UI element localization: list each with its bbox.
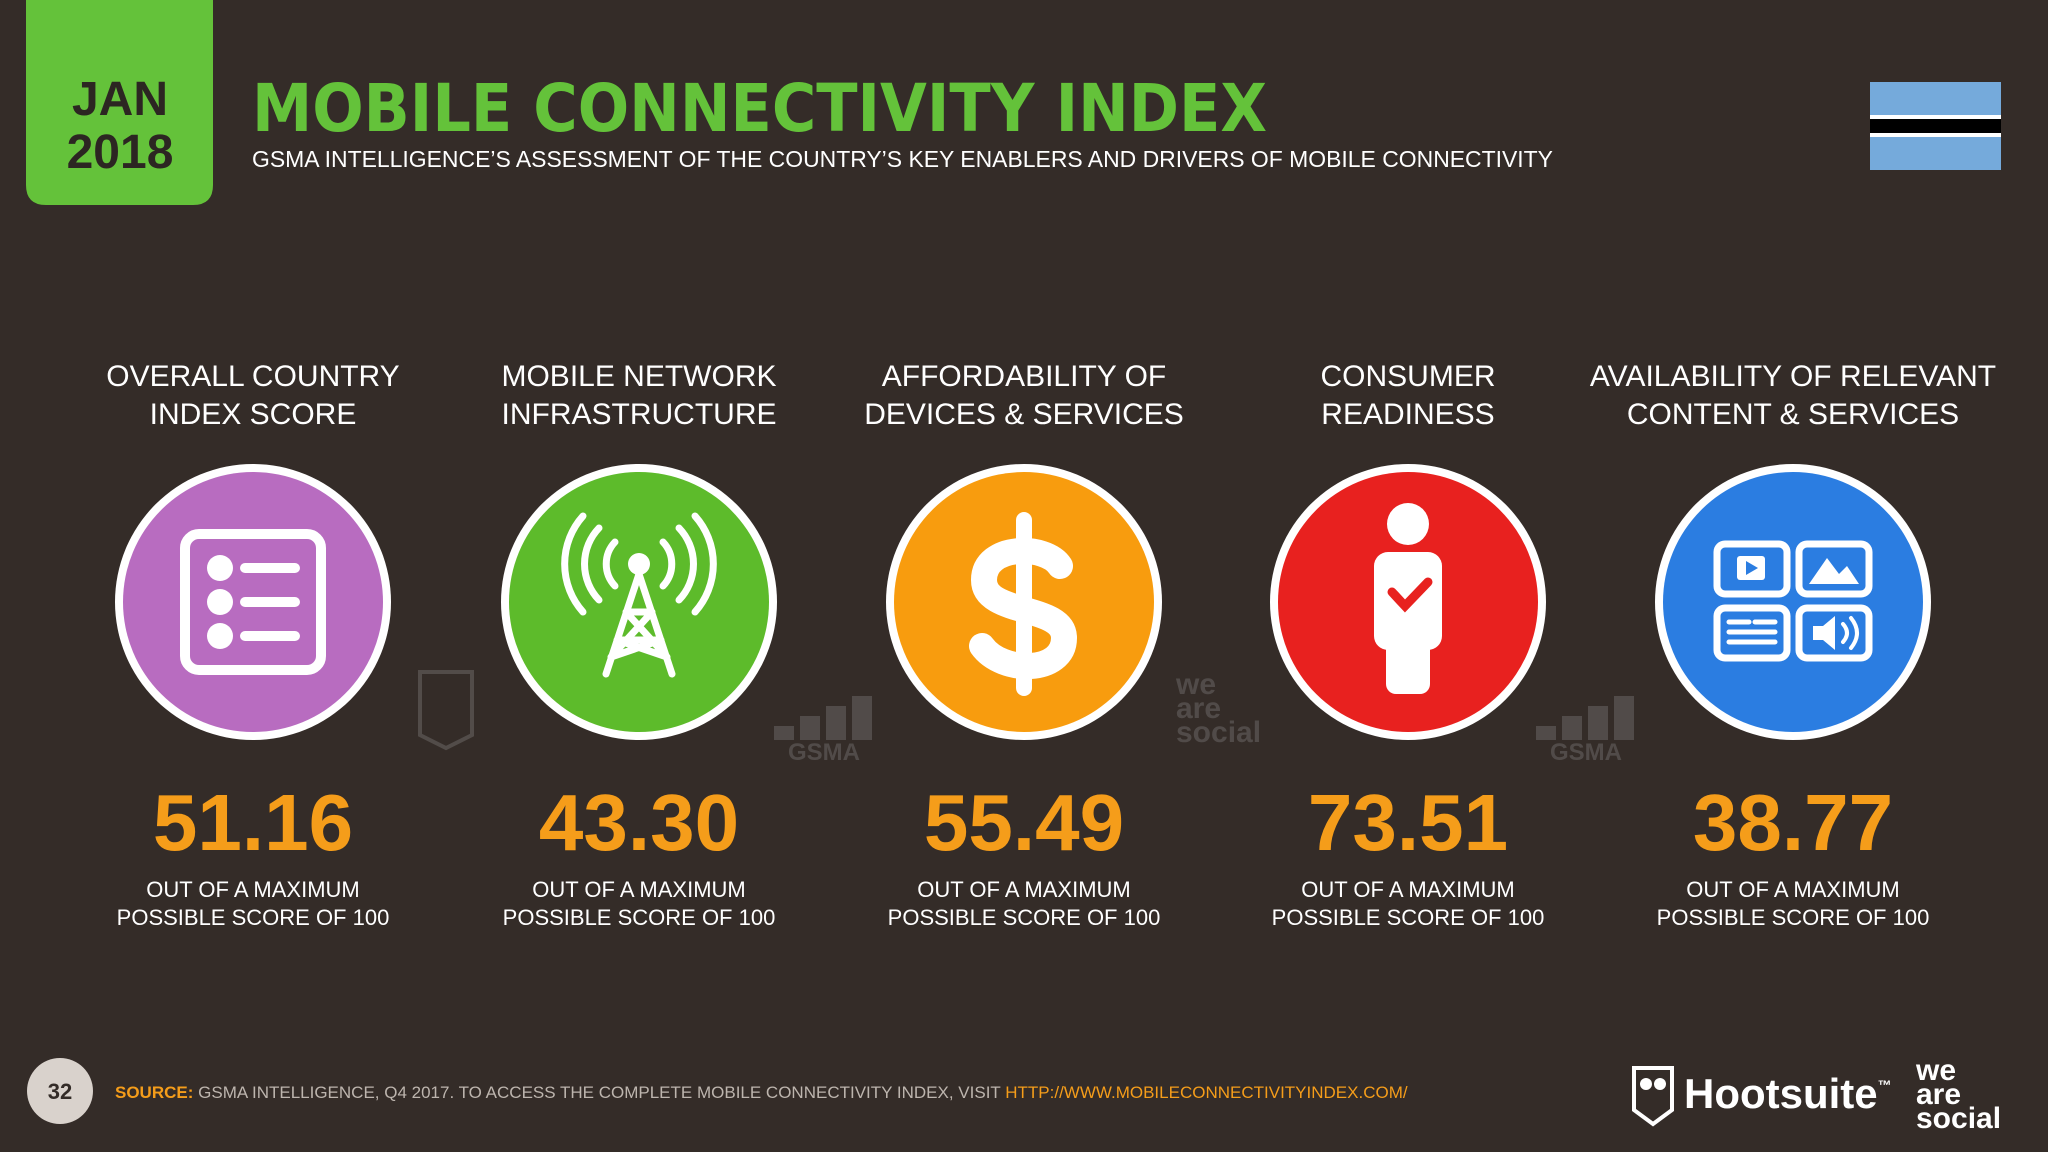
- title: MOBILE CONNECTIVITY INDEX: [252, 70, 1267, 147]
- owl-eye: [1640, 1078, 1652, 1090]
- icon-part: [1795, 604, 1873, 662]
- owl-icon: [1632, 1066, 1674, 1127]
- icon-part: [1809, 558, 1859, 584]
- icon-part: [180, 529, 326, 675]
- owl-watermark: [418, 670, 474, 751]
- icon-part: [1795, 540, 1873, 598]
- metric-caption: POSSIBLE SCORE OF 100: [1272, 905, 1545, 930]
- icon-part: [602, 570, 676, 678]
- date-box: [26, 0, 213, 205]
- was-watermark: social: [1176, 716, 1261, 749]
- metric-label: MOBILE NETWORK: [501, 360, 776, 393]
- source-text: GSMA INTELLIGENCE, Q4 2017. TO ACCESS TH…: [193, 1083, 1005, 1102]
- metric-label: DEVICES & SERVICES: [864, 398, 1184, 431]
- date-month: JAN: [72, 73, 168, 126]
- icon: [969, 512, 1077, 696]
- gsma-bar: [852, 696, 872, 740]
- icon-part: [1713, 540, 1791, 598]
- icon-part: [1713, 604, 1791, 662]
- icon-part: [561, 512, 717, 616]
- metric-label: AFFORDABILITY OF: [882, 360, 1167, 393]
- flag-stripe: [1870, 119, 2001, 133]
- icon-circle: [1663, 472, 1923, 732]
- source-url[interactable]: HTTP://WWW.MOBILECONNECTIVITYINDEX.COM/: [1005, 1083, 1408, 1102]
- gsma-bar: [1588, 706, 1608, 740]
- icon-part: [1726, 619, 1778, 645]
- metric-caption: OUT OF A MAXIMUM: [1301, 877, 1515, 902]
- flag: [1870, 82, 2001, 170]
- metric-label: CONSUMER: [1320, 360, 1495, 393]
- gsma-bar: [1536, 726, 1556, 740]
- metric-caption: POSSIBLE SCORE OF 100: [888, 905, 1161, 930]
- source-label: SOURCE:: [115, 1083, 193, 1102]
- metric-caption: OUT OF A MAXIMUM: [532, 877, 746, 902]
- icon-part: [1841, 616, 1859, 650]
- gsma-watermark: GSMA: [1550, 739, 1622, 766]
- metric-caption: OUT OF A MAXIMUM: [1686, 877, 1900, 902]
- metric-label: OVERALL COUNTRY: [106, 360, 399, 393]
- gsma-bar: [1562, 716, 1582, 740]
- trademark: ™: [1878, 1077, 1892, 1093]
- metric-label: INDEX SCORE: [150, 398, 357, 431]
- icon-part: [1386, 632, 1430, 694]
- metrics: OVERALL COUNTRY INDEX SCORE 51.16 OUT OF A…: [106, 360, 1996, 930]
- brand: Hootsuite™: [1684, 1070, 1892, 1117]
- was-watermark: we: [1175, 668, 1216, 701]
- icon: [1713, 540, 1873, 662]
- gsma-bar: [774, 726, 794, 740]
- gsma-bar: [826, 706, 846, 740]
- date-year: 2018: [67, 126, 174, 179]
- icon-part: [240, 563, 300, 641]
- icon-part: [207, 589, 233, 615]
- metric-score: 73.51: [1308, 778, 1508, 867]
- icon-part: [628, 553, 650, 575]
- brand-2: social: [1916, 1102, 2001, 1135]
- icon-part: [1746, 561, 1758, 575]
- metric-label: INFRASTRUCTURE: [502, 398, 777, 431]
- gsma-bar: [1614, 696, 1634, 740]
- page-number: 32: [48, 1079, 72, 1104]
- icon-part: [1387, 503, 1429, 545]
- icon-part: [207, 555, 233, 581]
- metric-caption: OUT OF A MAXIMUM: [146, 877, 360, 902]
- page-badge: [27, 1058, 93, 1124]
- metric-caption: POSSIBLE SCORE OF 100: [1657, 905, 1930, 930]
- source: SOURCE: GSMA INTELLIGENCE, Q4 2017. TO A…: [115, 1083, 1408, 1102]
- gsma-watermark: GSMA: [788, 739, 860, 766]
- owl-eye: [1654, 1078, 1666, 1090]
- brand-name: Hootsuite: [1684, 1070, 1878, 1117]
- hootsuite-logo: Hootsuite™: [1632, 1066, 1892, 1127]
- subtitle: GSMA INTELLIGENCE’S ASSESSMENT OF THE CO…: [252, 146, 1553, 172]
- icon-part: [1387, 577, 1433, 613]
- metric-label: CONTENT & SERVICES: [1627, 398, 1959, 431]
- was-watermark: are: [1176, 692, 1221, 725]
- metric-score: 55.49: [924, 778, 1124, 867]
- icon: [180, 529, 326, 675]
- metric-caption: POSSIBLE SCORE OF 100: [503, 905, 776, 930]
- gsma-bar: [800, 716, 820, 740]
- icon-circle: [509, 472, 769, 732]
- icon-part: [207, 623, 233, 649]
- brand-2: we: [1915, 1054, 1956, 1087]
- metric-label: AVAILABILITY OF RELEVANT: [1590, 360, 1996, 393]
- metric-score: 51.16: [153, 778, 353, 867]
- metric-label: READINESS: [1321, 398, 1494, 431]
- icon: [561, 512, 717, 678]
- metric-score: 38.77: [1693, 778, 1893, 867]
- metric-score: 43.30: [539, 778, 739, 867]
- metric-caption: OUT OF A MAXIMUM: [917, 877, 1131, 902]
- metric-caption: POSSIBLE SCORE OF 100: [117, 905, 390, 930]
- brand-2: are: [1916, 1078, 1961, 1111]
- icon-part: [1813, 616, 1835, 650]
- icon: [1374, 503, 1442, 694]
